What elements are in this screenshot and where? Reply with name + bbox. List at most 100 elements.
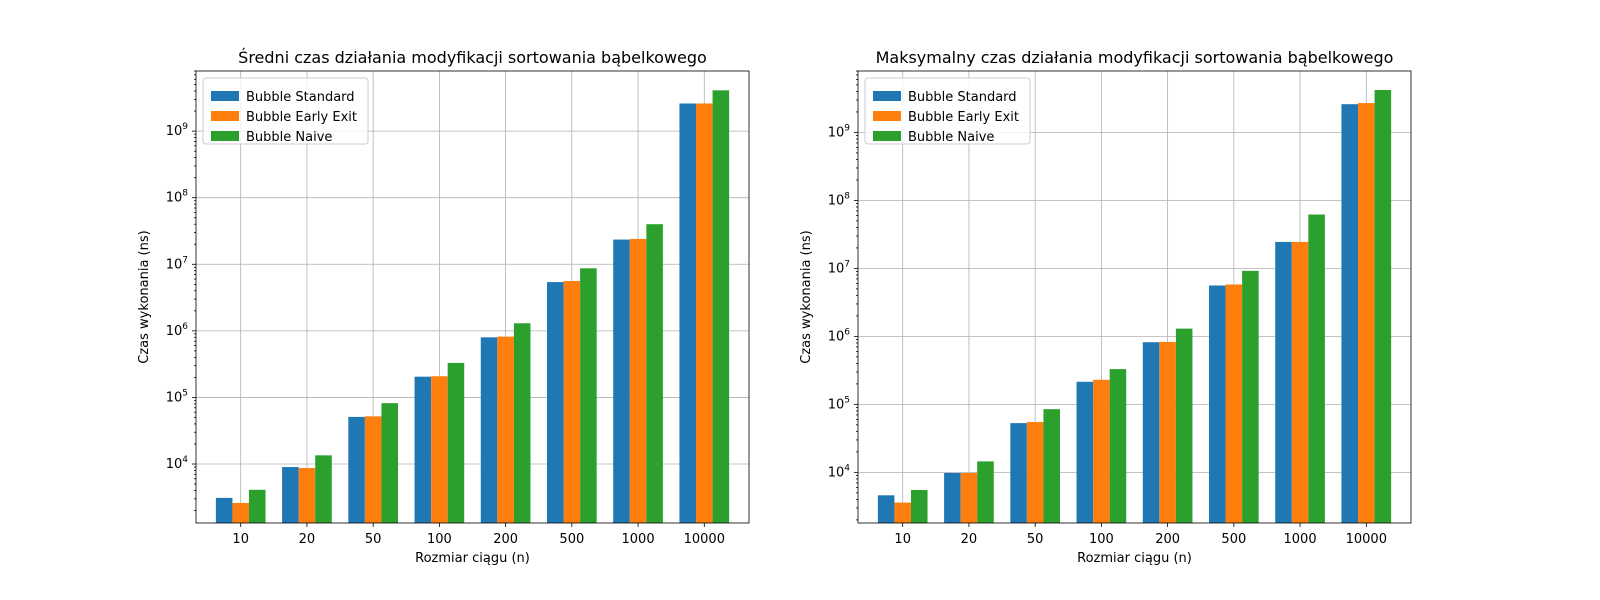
bar-bubble-early-exit-20 [298,468,316,523]
bar-bubble-early-exit-1000 [629,238,647,523]
legend: Bubble Standard Bubble Early Exit Bubble N… [202,77,369,145]
legend-label: Bubble Naive [908,130,994,145]
chart-title: Maksymalny czas działania modyfikacji so… [876,48,1394,67]
chart-maximum-time: 10 20 50 100 200 500 1000 10000 104 105 106 107 108 1… [799,48,1412,566]
bar-bubble-naive-1000 [1308,214,1325,523]
y-tick-label: 104 [166,455,189,472]
bar-bubble-standard-10000 [679,103,697,524]
bar-bubble-standard-100 [1076,381,1094,523]
bar-bubble-early-exit-10 [232,502,249,523]
bar-bubble-standard-500 [547,282,564,523]
x-tick-label: 10000 [1346,532,1387,547]
bar-bubble-early-exit-200 [497,336,514,523]
y-tick-label: 106 [166,322,189,339]
bar-bubble-standard-10 [877,495,895,523]
x-tick-label: 500 [1221,532,1246,547]
legend: Bubble Standard Bubble Early Exit Bubble N… [864,77,1031,145]
y-tick-label: 108 [828,191,851,208]
x-axis-ticks: 10 20 50 100 200 500 1000 10000 [894,523,1387,547]
y-tick-label: 105 [828,395,850,412]
y-tick-label: 106 [828,327,851,344]
bar-bubble-standard-20 [282,467,299,523]
x-tick-label: 50 [1027,532,1044,547]
legend-swatch [873,91,901,101]
bar-bubble-standard-200 [1142,342,1160,523]
x-axis-label: Rozmiar ciągu (n) [1077,551,1192,566]
bar-bubble-early-exit-50 [364,416,382,523]
x-tick-label: 500 [559,532,584,547]
legend-swatch [211,111,239,121]
bar-bubble-early-exit-500 [1225,284,1243,523]
x-axis-ticks: 10 20 50 100 200 500 1000 10000 [232,523,725,547]
x-tick-label: 10000 [684,532,725,547]
bars [877,90,1392,524]
legend-label: Bubble Early Exit [908,110,1019,125]
bar-bubble-naive-10 [910,490,928,523]
bar-bubble-early-exit-500 [563,281,581,523]
legend-box [202,77,369,145]
bar-bubble-naive-1000 [646,224,663,524]
bar-bubble-standard-1000 [1275,241,1292,524]
y-tick-label: 104 [828,463,851,480]
bar-bubble-naive-100 [447,362,465,523]
bar-bubble-early-exit-50 [1026,422,1044,523]
chart-title: Średni czas działania modyfikacji sortow… [238,48,707,67]
bar-bubble-naive-500 [1242,270,1259,523]
x-tick-label: 20 [961,532,978,547]
y-tick-label: 109 [166,122,189,139]
bar-bubble-naive-500 [580,268,597,523]
x-tick-label: 200 [1155,532,1180,547]
bar-bubble-naive-50 [1043,409,1060,523]
y-tick-label: 105 [166,388,188,405]
bar-bubble-naive-50 [381,403,398,523]
legend-box [864,77,1031,145]
bar-bubble-standard-50 [348,416,365,523]
y-axis-ticks: 104 105 106 107 108 109 [828,70,858,521]
y-tick-label: 107 [828,259,850,276]
y-axis-label: Czas wykonania (ns) [799,230,814,363]
bar-bubble-naive-20 [315,455,332,523]
bar-bubble-early-exit-10 [894,502,911,523]
bar-bubble-standard-100 [414,376,432,523]
legend-swatch [873,131,901,141]
y-axis-ticks: 104 105 106 107 108 109 [166,70,196,511]
legend-label: Bubble Early Exit [246,110,357,125]
x-tick-label: 10 [232,532,249,547]
bar-bubble-naive-100 [1109,369,1127,523]
bar-bubble-early-exit-100 [431,376,448,523]
bar-bubble-standard-1000 [613,239,630,524]
x-tick-label: 100 [1089,532,1114,547]
legend-label: Bubble Naive [246,130,332,145]
bar-bubble-standard-10 [215,497,233,523]
legend-swatch [211,91,239,101]
bar-bubble-naive-200 [1175,328,1193,523]
y-tick-label: 107 [166,255,188,272]
x-tick-label: 1000 [1284,532,1317,547]
bar-bubble-naive-200 [513,323,531,523]
bar-bubble-naive-10000 [1374,90,1392,524]
y-axis-label: Czas wykonania (ns) [137,230,152,363]
chart-average-time: 10 20 50 100 200 500 1000 100001041051061071081… [137,48,750,566]
x-tick-label: 20 [299,532,316,547]
x-tick-label: 1000 [622,532,655,547]
legend-label: Bubble Standard [246,90,355,105]
bar-bubble-naive-10000 [712,90,730,523]
y-tick-label: 108 [166,189,189,206]
bar-bubble-naive-20 [977,461,994,523]
legend-label: Bubble Standard [908,90,1017,105]
x-tick-label: 50 [365,532,382,547]
bar-bubble-early-exit-100 [1093,379,1110,523]
bar-bubble-early-exit-20 [960,472,978,523]
x-axis-label: Rozmiar ciągu (n) [415,551,530,566]
x-tick-label: 10 [894,532,911,547]
bar-bubble-early-exit-1000 [1291,241,1309,524]
axes-frame [857,70,1412,524]
legend-swatch [873,111,901,121]
axes-frame [195,70,750,524]
bars [215,90,730,524]
bar-bubble-standard-20 [944,472,961,523]
x-tick-label: 100 [427,532,452,547]
bar-bubble-early-exit-10000 [696,103,713,524]
bar-bubble-standard-500 [1209,285,1226,523]
